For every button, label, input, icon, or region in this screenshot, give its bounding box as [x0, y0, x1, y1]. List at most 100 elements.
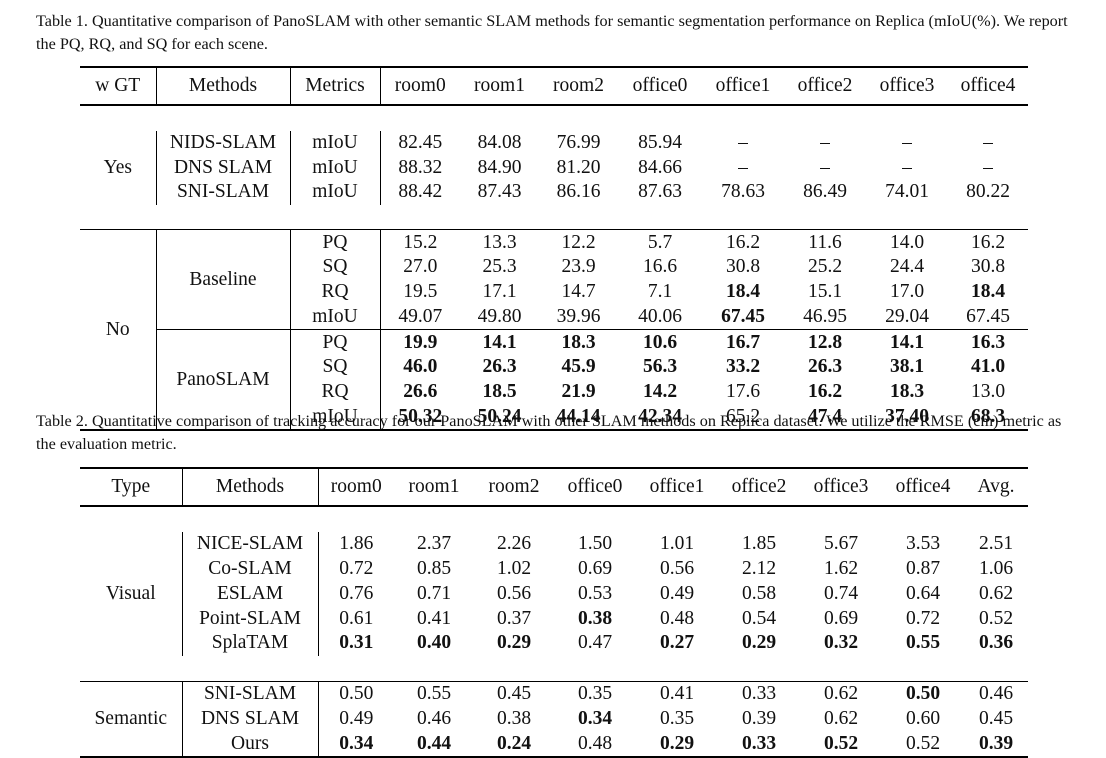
- value-cell: 1.06: [978, 557, 1014, 579]
- value-cell: 0.46: [964, 680, 1028, 707]
- value-cell: 11.6: [784, 229, 866, 256]
- column-header: room0: [380, 66, 460, 106]
- spacer: [80, 105, 1028, 131]
- value-cell: –: [902, 132, 912, 154]
- value-cell: 0.54: [741, 607, 777, 629]
- value-cell: 82.45: [398, 132, 443, 154]
- value-cell: 0.48: [659, 607, 695, 629]
- value-cell: 30.8: [725, 256, 761, 278]
- value-cell: 15.1: [807, 281, 843, 303]
- table-row: ESLAM 0.76 0.71 0.56 0.53 0.49 0.58 0.74 0.64 0.6…: [80, 581, 1028, 607]
- value-cell: 18.4: [725, 281, 761, 303]
- method-name: SNI-SLAM: [156, 180, 291, 205]
- value-cell: 0.39: [741, 707, 777, 729]
- value-cell: 13.0: [970, 380, 1006, 402]
- value-cell: 33.2: [725, 356, 761, 378]
- value-cell: 16.2: [702, 229, 784, 256]
- value-cell: 17.0: [889, 281, 925, 303]
- column-header: Type: [80, 467, 183, 507]
- value-cell: 7.1: [647, 281, 673, 303]
- table-row: mIoU 50.32 50.24 44.14 42.34 65.2 47.4 37.40 68.…: [80, 404, 1028, 431]
- method-name: NIDS-SLAM: [156, 130, 291, 156]
- column-header: office2: [784, 66, 866, 106]
- value-cell: 65.2: [702, 404, 784, 431]
- value-cell: 16.2: [807, 380, 843, 402]
- value-cell: 0.38: [577, 607, 613, 629]
- value-cell: 0.72: [905, 607, 941, 629]
- value-cell: 0.48: [554, 731, 636, 758]
- value-cell: 0.50: [882, 680, 964, 707]
- value-cell: 0.52: [882, 731, 964, 758]
- column-header: room2: [539, 66, 618, 106]
- table2: Type Methods room0 room1 room2 office0 office1…: [80, 467, 1028, 758]
- value-cell: 1.50: [577, 533, 613, 555]
- value-cell: 0.32: [823, 632, 859, 654]
- value-cell: 0.69: [577, 557, 613, 579]
- value-cell: 12.2: [539, 229, 618, 256]
- value-cell: 16.7: [702, 329, 784, 355]
- method-name: Co-SLAM: [182, 556, 319, 582]
- value-cell: 16.2: [948, 229, 1028, 256]
- value-cell: 39.96: [556, 305, 601, 327]
- value-cell: 0.38: [496, 707, 532, 729]
- value-cell: 0.37: [496, 607, 532, 629]
- value-cell: 44.14: [539, 404, 618, 431]
- metric-name: SQ: [290, 255, 381, 280]
- value-cell: 0.49: [659, 582, 695, 604]
- value-cell: 17.1: [482, 281, 517, 303]
- value-cell: 0.58: [741, 582, 777, 604]
- column-header: w GT: [80, 66, 157, 106]
- table-row: SNI-SLAM mIoU 88.42 87.43 86.16 87.63 78.63 86.…: [80, 180, 1028, 205]
- value-cell: 41.0: [970, 356, 1006, 378]
- value-cell: 0.62: [800, 680, 882, 707]
- value-cell: 88.42: [398, 181, 443, 203]
- value-cell: 2.37: [416, 533, 452, 555]
- value-cell: 40.06: [638, 305, 682, 327]
- value-cell: 25.2: [807, 256, 843, 278]
- metric-name: PQ: [290, 229, 381, 256]
- column-header: Methods: [182, 467, 319, 507]
- value-cell: 24.4: [889, 256, 925, 278]
- value-cell: 87.43: [477, 181, 522, 203]
- column-header: office4: [948, 66, 1028, 106]
- value-cell: 0.52: [978, 607, 1014, 629]
- column-header: office4: [882, 467, 964, 507]
- value-cell: 0.62: [823, 707, 859, 729]
- column-header: office1: [702, 66, 784, 106]
- metric-name: mIoU: [290, 404, 381, 431]
- method-name: SplaTAM: [182, 630, 319, 656]
- value-cell: 0.33: [718, 680, 800, 707]
- table2-caption: Table 2. Quantitative comparison of trac…: [36, 412, 1062, 453]
- value-cell: 46.0: [403, 356, 438, 378]
- value-cell: 80.22: [966, 181, 1010, 203]
- value-cell: 42.34: [618, 404, 702, 431]
- value-cell: 87.63: [638, 181, 682, 203]
- value-cell: 0.40: [416, 632, 452, 654]
- value-cell: 14.0: [866, 229, 948, 256]
- column-header: Methods: [156, 66, 291, 106]
- value-cell: 0.45: [474, 680, 554, 707]
- metric-name: RQ: [290, 379, 381, 405]
- value-cell: –: [820, 156, 830, 178]
- metric-name: mIoU: [290, 304, 381, 330]
- value-cell: 23.9: [561, 256, 596, 278]
- value-cell: 0.62: [978, 582, 1014, 604]
- value-cell: 14.7: [561, 281, 596, 303]
- value-cell: 0.85: [416, 557, 452, 579]
- method-name: ESLAM: [182, 581, 319, 607]
- value-cell: 88.32: [398, 156, 443, 178]
- value-cell: 0.29: [741, 632, 777, 654]
- value-cell: 0.34: [318, 731, 394, 758]
- method-name: NICE-SLAM: [182, 531, 319, 557]
- table-row: Semantic SNI-SLAM 0.50 0.55 0.45 0.35 0.41 0.33…: [80, 680, 1028, 758]
- value-cell: 0.29: [636, 731, 718, 758]
- table-row: PanoSLAM PQ 19.9 14.1 18.3 10.6 16.7 12.8 14.1 16…: [80, 329, 1028, 431]
- value-cell: 3.53: [905, 533, 941, 555]
- table1-caption: Table 1. Quantitative comparison of Pano…: [36, 12, 1068, 53]
- table-row: Visual NICE-SLAM 1.86 2.37 2.26 1.50 1.01 1.85 5…: [80, 531, 1028, 656]
- value-cell: 19.9: [380, 329, 460, 355]
- value-cell: 18.5: [482, 380, 517, 402]
- value-cell: 0.64: [905, 582, 941, 604]
- value-cell: 13.3: [460, 229, 539, 256]
- value-cell: 27.0: [403, 256, 438, 278]
